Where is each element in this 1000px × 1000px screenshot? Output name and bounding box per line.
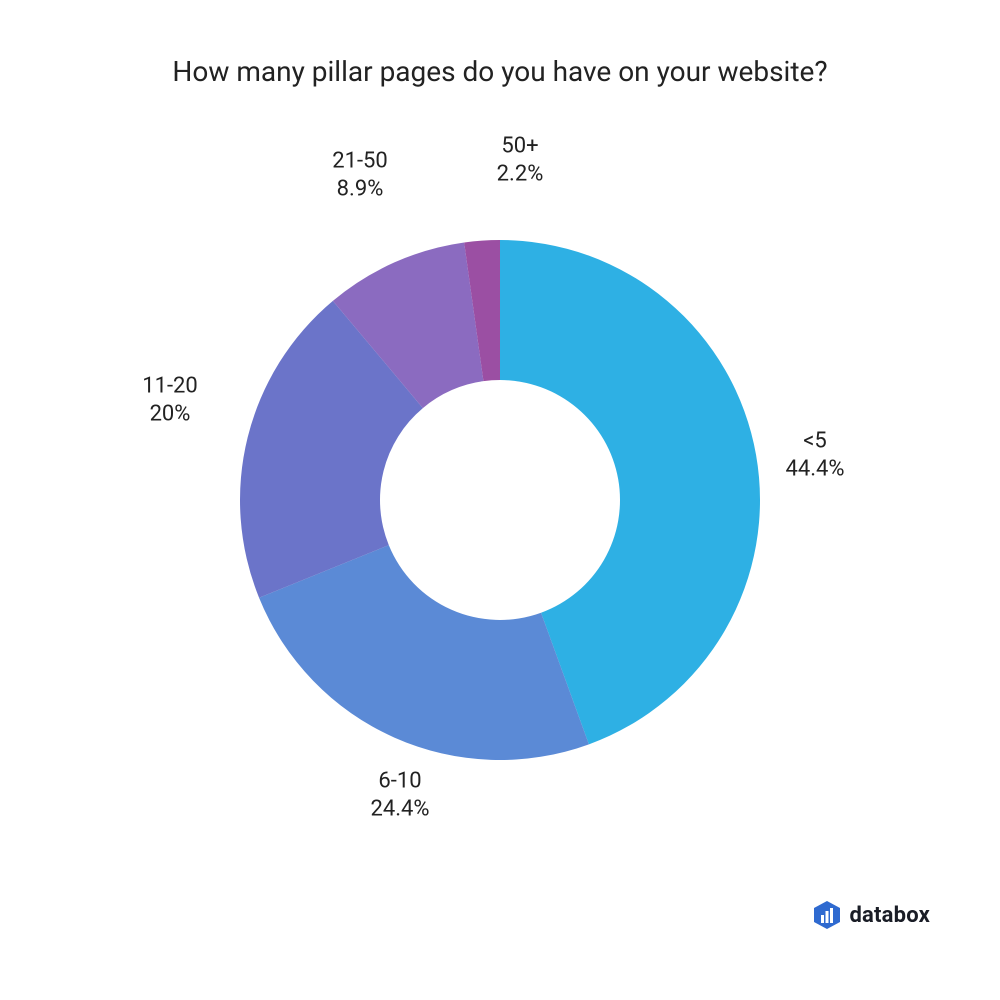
slice-label-3: 21-50 8.9%: [332, 148, 388, 203]
databox-icon: [813, 900, 841, 930]
bar-1: [821, 915, 824, 923]
slice-percent: 44.4%: [785, 455, 844, 483]
slice-percent: 20%: [142, 400, 198, 428]
slice-category: 11-20: [142, 373, 198, 401]
bar-2: [826, 911, 829, 923]
slice-label-2: 11-20 20%: [142, 373, 198, 428]
slice-label-0: <5 44.4%: [785, 428, 844, 483]
bar-3: [830, 908, 833, 923]
slice-category: <5: [785, 428, 844, 456]
chart-page: How many pillar pages do you have on you…: [0, 0, 1000, 1000]
slice-category: 50+: [497, 133, 544, 161]
brand-logo: databox: [813, 900, 930, 930]
slice-percent: 8.9%: [332, 175, 388, 203]
slice-label-4: 50+ 2.2%: [497, 133, 544, 188]
slice-category: 21-50: [332, 148, 388, 176]
brand-name: databox: [849, 903, 930, 928]
slice-percent: 2.2%: [497, 160, 544, 188]
slice-label-1: 6-10 24.4%: [370, 768, 429, 823]
slice-percent: 24.4%: [370, 795, 429, 823]
slice-category: 6-10: [370, 768, 429, 796]
